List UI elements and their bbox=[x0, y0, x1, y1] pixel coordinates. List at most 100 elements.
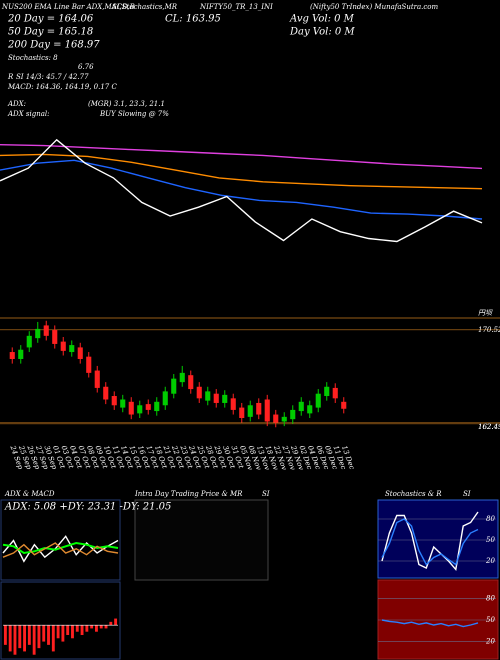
y-tick-label: 20 bbox=[485, 638, 495, 646]
y-tick-label: 50 bbox=[486, 536, 495, 544]
candle-body bbox=[120, 399, 126, 408]
candle-body bbox=[77, 347, 83, 359]
day-vol: Day Vol: 0 M bbox=[289, 27, 355, 38]
candle-body bbox=[9, 352, 15, 359]
candle-body bbox=[86, 356, 92, 373]
histogram-bar bbox=[13, 625, 17, 655]
candle-body bbox=[103, 386, 109, 400]
candle-body bbox=[213, 393, 219, 403]
histogram-bar bbox=[3, 625, 7, 645]
candle-body bbox=[341, 401, 347, 409]
candle-body bbox=[196, 386, 202, 399]
adx-label: ADX: bbox=[7, 100, 26, 108]
intraday-panel bbox=[134, 499, 269, 581]
histogram-bar bbox=[56, 625, 60, 639]
candle-body bbox=[230, 398, 236, 410]
candle-body bbox=[94, 370, 100, 388]
histogram-bar bbox=[18, 625, 22, 649]
histogram-bar bbox=[99, 625, 103, 629]
adx-signal: ADX signal: bbox=[7, 110, 49, 118]
studies: SI,Stochastics,MR bbox=[112, 3, 178, 11]
site: (Nifty50 TrIndex) MunafaSutra.com bbox=[310, 3, 439, 11]
histogram-bar bbox=[47, 625, 50, 645]
candle-body bbox=[205, 391, 211, 401]
candle-body bbox=[128, 401, 134, 415]
series-line bbox=[381, 518, 479, 566]
series-line bbox=[2, 535, 119, 563]
panel-title: Intra Day Trading Price & MR bbox=[134, 490, 243, 498]
candle-body bbox=[145, 404, 151, 410]
series-line bbox=[2, 542, 119, 558]
candle-body bbox=[162, 391, 168, 406]
histogram-bar bbox=[37, 625, 41, 649]
candle-body bbox=[188, 375, 194, 390]
rsi-panel bbox=[377, 579, 499, 660]
candle-body bbox=[239, 407, 245, 419]
stoch-label: Stochastics: 8 bbox=[8, 54, 58, 62]
histogram-bar bbox=[75, 625, 79, 632]
candle-body bbox=[52, 330, 58, 344]
stoch-label: 6.76 bbox=[78, 63, 94, 71]
ema-label: 200 Day = 168.97 bbox=[7, 40, 100, 51]
adx-value: (MGR) 3.1, 23.3, 21.1 bbox=[88, 100, 165, 108]
ema-label: 20 Day = 164.06 bbox=[7, 14, 94, 25]
panel-title: SI bbox=[262, 490, 270, 498]
candle-body bbox=[43, 325, 49, 336]
candle-body bbox=[281, 416, 287, 422]
adx-signal-value: BUY Slowing @ 7% bbox=[99, 110, 169, 118]
candle-body bbox=[35, 328, 41, 339]
y-tick-label: 162.49 bbox=[478, 423, 500, 431]
y-tick-label: 80 bbox=[486, 515, 495, 523]
stoch-panel bbox=[377, 499, 499, 579]
candle-body bbox=[324, 386, 330, 397]
histogram-bar bbox=[27, 625, 31, 645]
rsi-label: SI 14/3: 45.7 / 42.77 bbox=[16, 73, 89, 81]
close-label: CL: 163.95 bbox=[165, 14, 221, 25]
series-line bbox=[381, 619, 479, 628]
histogram-bar bbox=[80, 625, 84, 635]
candle-body bbox=[69, 345, 75, 353]
candle-body bbox=[332, 387, 338, 399]
y-tick-label: 170.52 bbox=[478, 326, 500, 334]
adx-panel bbox=[0, 499, 121, 581]
symbol: NIFTY50_TR_13_INI bbox=[199, 3, 273, 11]
candle-body bbox=[26, 335, 32, 348]
macd-label: MACD: 164.36, 164.19, 0.17 C bbox=[7, 83, 117, 91]
series-line bbox=[0, 144, 483, 170]
y-tick-label: 20 bbox=[485, 557, 495, 565]
candle-body bbox=[60, 341, 66, 351]
candle-body bbox=[18, 349, 24, 359]
price-label: 円坝 bbox=[478, 309, 493, 317]
y-tick-label: 162.4 bbox=[478, 423, 498, 431]
candle-body bbox=[179, 372, 185, 383]
rsi-label: R bbox=[7, 73, 14, 81]
histogram-bar bbox=[85, 625, 89, 632]
candle-body bbox=[222, 394, 228, 403]
histogram-bar bbox=[23, 625, 26, 652]
histogram-bar bbox=[71, 625, 74, 639]
histogram-bar bbox=[61, 625, 65, 642]
histogram-bar bbox=[109, 621, 113, 626]
candle-body bbox=[256, 402, 262, 415]
histogram-bar bbox=[95, 625, 98, 632]
candle-body bbox=[171, 378, 177, 394]
series-line bbox=[0, 159, 483, 220]
candle-body bbox=[154, 401, 160, 412]
histogram-bar bbox=[114, 618, 118, 626]
histogram-bar bbox=[32, 625, 36, 655]
macd-panel bbox=[0, 581, 121, 660]
histogram-bar bbox=[8, 625, 12, 652]
candle-body bbox=[111, 396, 117, 406]
panel-title: Stochastics & R bbox=[385, 490, 442, 498]
histogram-bar bbox=[104, 625, 108, 629]
series-line bbox=[0, 138, 483, 243]
series-line bbox=[0, 153, 483, 190]
candle-body bbox=[307, 405, 313, 414]
candle-body bbox=[247, 405, 253, 417]
avg-vol: Avg Vol: 0 M bbox=[289, 14, 355, 25]
panel-title: SI bbox=[463, 490, 471, 498]
candle-body bbox=[264, 399, 270, 422]
studies: NUS200 EMA Line Bar ADX,MACD,B bbox=[1, 3, 135, 11]
